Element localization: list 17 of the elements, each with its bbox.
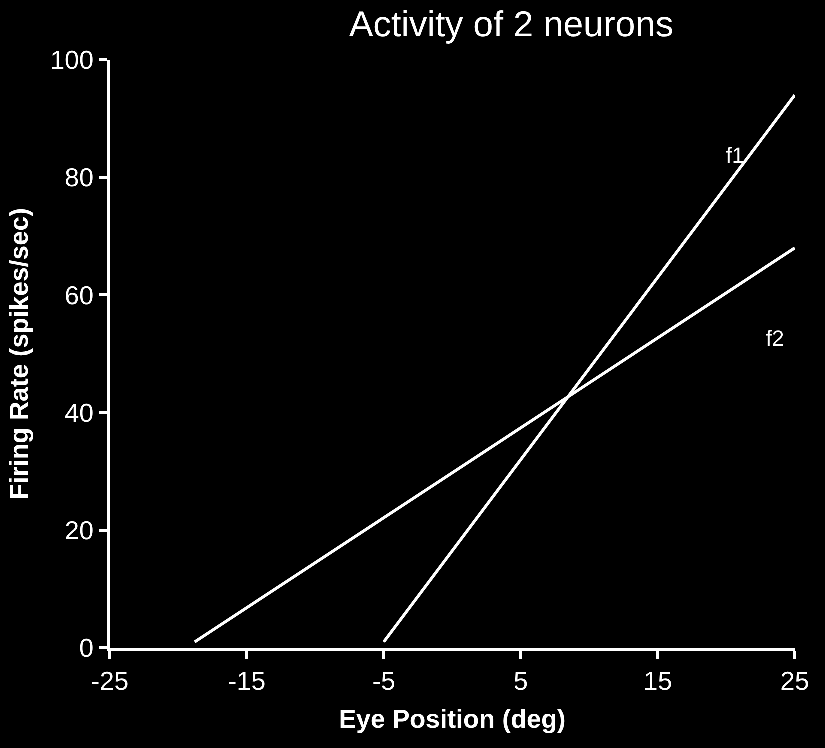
y-tick-label: 20 <box>64 516 94 546</box>
chart-title: Activity of 2 neurons <box>349 3 674 44</box>
x-tick-label: -15 <box>228 666 266 696</box>
y-tick-label: 60 <box>64 280 94 310</box>
x-tick-label: 25 <box>780 666 810 696</box>
x-tick-label: 15 <box>644 666 672 696</box>
x-axis-title: Eye Position (deg) <box>339 704 566 734</box>
x-tick-label: -25 <box>91 666 129 696</box>
text: f2 <box>766 326 784 351</box>
y-tick-label: 80 <box>64 162 94 193</box>
y-tick-label: 40 <box>64 398 94 428</box>
y-tick-label: 0 <box>79 633 94 664</box>
y-tick-label: 100 <box>50 45 94 76</box>
series-label: f1 <box>726 143 744 168</box>
x-tick-label: 5 <box>514 666 528 696</box>
x-tick-label: -5 <box>372 666 396 696</box>
y-axis-title: Firing Rate (spikes/sec) <box>4 208 34 500</box>
